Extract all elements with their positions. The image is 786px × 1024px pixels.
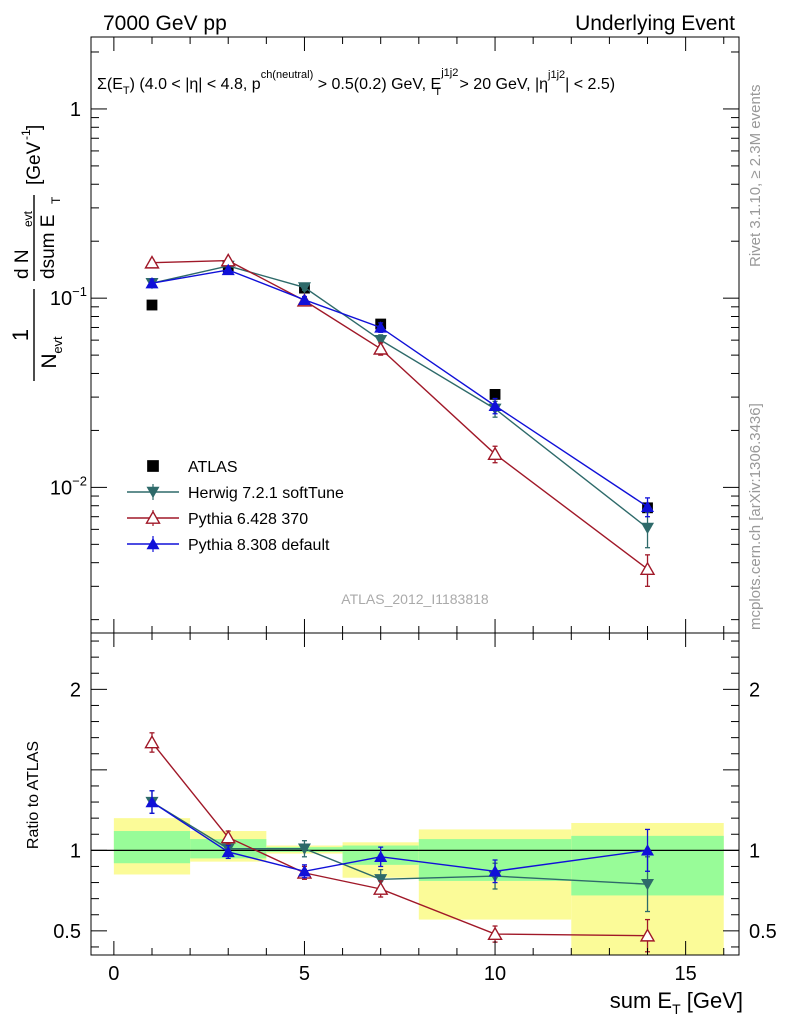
ratio-point-pythia8	[641, 844, 655, 856]
svg-text:[GeV: [GeV	[24, 141, 45, 185]
svg-text:]: ]	[24, 125, 45, 130]
y-tick-label: 10−1	[50, 284, 87, 310]
ratio-y-tick-label-right: 2	[749, 679, 760, 701]
ratio-y-tick-label: 0.5	[53, 921, 81, 943]
ratio-point-pythia6	[372, 881, 389, 895]
data-point-herwig	[641, 522, 655, 535]
ratio-y-tick-label-right: 1	[749, 840, 760, 862]
data-point-pythia8	[297, 293, 311, 306]
ratio-y-tick-label: 2	[70, 679, 81, 701]
ratio-point-pythia6	[220, 829, 236, 844]
ratio-point-pythia6	[639, 928, 656, 942]
rivet-version-label: Rivet 3.1.10, ≥ 2.3M events	[747, 85, 764, 268]
main-axes: 1 10−1 10−2	[50, 37, 739, 633]
data-point-pythia6	[487, 446, 503, 460]
legend: ATLAS Herwig 7.2.1 softTune Pythia 6.428 3…	[127, 459, 344, 554]
svg-text:-1: -1	[19, 129, 33, 140]
data-point-pythia8	[221, 263, 235, 276]
ratio-point-pythia8	[145, 795, 159, 808]
ratio-point-herwig	[641, 878, 655, 891]
ylabel-dn: d N	[12, 249, 33, 279]
data-point-pythia8	[374, 321, 388, 333]
legend-marker-pythia6	[145, 510, 161, 524]
x-tick-label: 10	[484, 963, 506, 985]
main-marks	[144, 252, 656, 587]
x-tick-label: 0	[108, 963, 119, 985]
main-ylabel: 1 N evt d N evt dsum E T [GeV -1 ]	[8, 125, 65, 381]
legend-label: Pythia 6.428 370	[188, 511, 308, 528]
svg-text:1: 1	[8, 329, 33, 341]
svg-text:evt: evt	[21, 210, 35, 227]
svg-text:N: N	[38, 353, 61, 368]
data-point-herwig	[374, 334, 388, 347]
data-point-pythia6	[372, 341, 389, 355]
legend-label: Pythia 8.308 default	[188, 537, 330, 554]
data-point-pythia8	[488, 399, 502, 411]
legend-marker-herwig	[146, 486, 160, 499]
ratio-bands	[91, 818, 739, 955]
series-line-pythia8	[151, 269, 648, 508]
legend-marker-atlas	[147, 460, 159, 472]
ratio-panel: 2 2 1 1 0.5 0.5 0 5 10 15 Ratio to ATLAS sum ET […	[25, 632, 777, 1017]
header-right-label: Underlying Event	[575, 12, 735, 35]
main-panel: 1 10−1 10−2 Σ(ET) (4.0 < |η| < 4.8, pch(ne…	[8, 36, 740, 634]
legend-label: Herwig 7.2.1 softTune	[188, 485, 344, 502]
legend-label: ATLAS	[188, 459, 238, 476]
main-title: Σ(ET) (4.0 < |η| < 4.8, pch(neutral) > 0…	[97, 67, 615, 98]
ratio-point-pythia8	[297, 865, 311, 877]
ratio-ylabel: Ratio to ATLAS	[25, 741, 42, 849]
x-tick-label: 15	[675, 963, 697, 985]
xlabel: sum ET [GeV]	[610, 988, 743, 1017]
ratio-y-tick-label-right: 0.5	[749, 921, 777, 943]
analysis-id-label: ATLAS_2012_I1183818	[341, 591, 489, 607]
ratio-point-herwig	[374, 874, 388, 886]
mcplots-label: mcplots.cern.ch [arXiv:1306.3436]	[747, 403, 764, 630]
svg-text:T: T	[49, 196, 63, 204]
ratio-point-herwig	[297, 843, 311, 855]
ratio-line-pythia6	[151, 742, 648, 937]
ratio-marks	[144, 732, 656, 953]
svg-text:dsum E: dsum E	[38, 215, 59, 279]
ratio-series-pythia8	[145, 790, 655, 884]
svg-text:evt: evt	[50, 336, 65, 354]
y-tick-label: 10−2	[50, 473, 87, 499]
data-point-herwig	[297, 282, 311, 294]
ratio-point-pythia6	[487, 926, 503, 940]
data-point-pythia8	[145, 277, 159, 289]
ratio-point-pythia8	[374, 850, 388, 862]
series-line-pythia6	[151, 259, 648, 570]
ratio-point-pythia6	[144, 734, 160, 749]
y-tick-label: 1	[70, 99, 81, 121]
data-point-atlas	[146, 299, 158, 311]
ratio-y-tick-label: 1	[70, 840, 81, 862]
ratio-axes: 2 2 1 1 0.5 0.5 0 5 10 15	[53, 633, 777, 985]
series-pythia8	[145, 263, 655, 518]
data-point-pythia6	[144, 255, 160, 269]
data-point-atlas	[489, 389, 501, 400]
ratio-frame	[90, 632, 740, 956]
ratio-point-pythia8	[488, 865, 502, 877]
ratio-line-pythia8	[151, 801, 648, 872]
data-point-pythia6	[639, 561, 656, 575]
x-tick-label: 5	[299, 963, 310, 985]
data-point-pythia8	[641, 500, 655, 512]
series-herwig	[145, 260, 655, 549]
band-inner	[113, 831, 191, 864]
ratio-point-pythia8	[221, 845, 235, 858]
legend-marker-pythia8	[146, 537, 160, 550]
header-left-label: 7000 GeV pp	[103, 12, 227, 35]
